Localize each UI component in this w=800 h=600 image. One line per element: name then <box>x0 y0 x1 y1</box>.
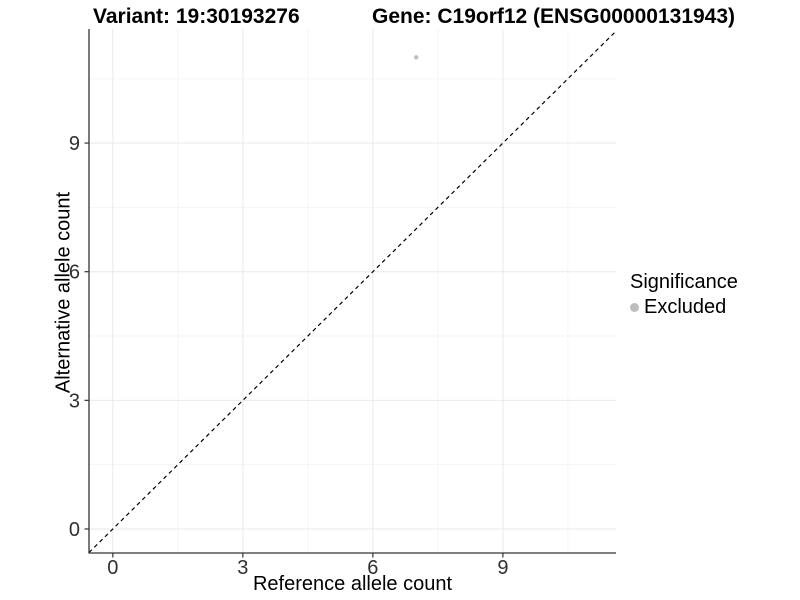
data-point <box>414 55 419 60</box>
y-tick-label: 0 <box>69 519 80 541</box>
x-tick-label: 0 <box>107 557 118 579</box>
variant-title: Variant: 19:30193276 <box>93 5 300 28</box>
excluded-point-icon <box>630 303 639 312</box>
legend: Significance Excluded <box>630 271 738 319</box>
legend-title: Significance <box>630 271 738 293</box>
identity-line <box>88 30 617 553</box>
legend-item-excluded: Excluded <box>630 296 738 319</box>
legend-item-label: Excluded <box>644 296 727 318</box>
y-tick-label: 9 <box>69 133 80 155</box>
x-axis-title: Reference allele count <box>252 573 452 595</box>
y-tick-label: 3 <box>69 390 80 412</box>
y-axis-title: Alternative allele count <box>52 191 75 394</box>
gene-title: Gene: C19orf12 (ENSG00000131943) <box>372 5 736 28</box>
x-tick-label: 3 <box>237 557 248 579</box>
y-tick-label: 6 <box>69 262 80 284</box>
x-tick-label: 6 <box>367 557 378 579</box>
x-tick-label: 9 <box>497 557 508 579</box>
